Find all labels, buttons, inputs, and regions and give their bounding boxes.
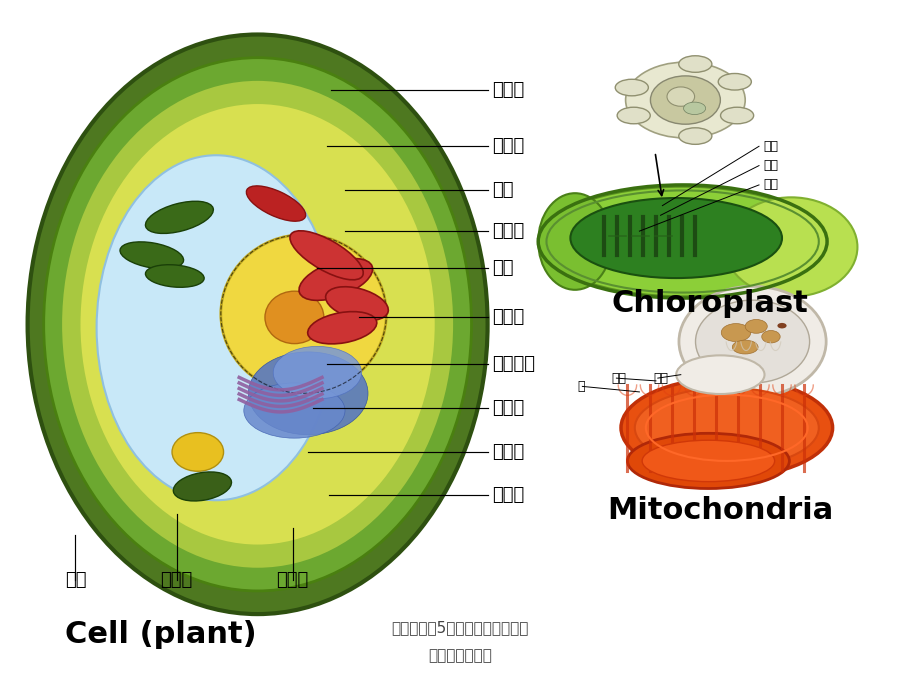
Ellipse shape xyxy=(641,440,774,482)
Text: 基粒: 基粒 xyxy=(763,179,777,191)
Ellipse shape xyxy=(675,355,764,394)
Ellipse shape xyxy=(718,74,751,90)
Text: 内质网: 内质网 xyxy=(492,137,524,155)
Text: 细胞核: 细胞核 xyxy=(492,222,524,240)
Text: Chloroplast: Chloroplast xyxy=(611,289,808,318)
Ellipse shape xyxy=(678,286,825,397)
Ellipse shape xyxy=(538,193,611,290)
Ellipse shape xyxy=(761,331,779,343)
Ellipse shape xyxy=(145,201,213,233)
Ellipse shape xyxy=(248,352,368,435)
Ellipse shape xyxy=(265,291,323,344)
Ellipse shape xyxy=(666,87,694,106)
Ellipse shape xyxy=(732,340,757,354)
Ellipse shape xyxy=(28,34,487,614)
Ellipse shape xyxy=(678,56,711,72)
Ellipse shape xyxy=(244,383,345,438)
Ellipse shape xyxy=(44,58,471,591)
Ellipse shape xyxy=(617,107,650,124)
Ellipse shape xyxy=(119,242,184,268)
Text: 高尔基体: 高尔基体 xyxy=(492,355,535,373)
Text: 外膜: 外膜 xyxy=(652,372,667,384)
Ellipse shape xyxy=(307,312,377,344)
Text: 内质网: 内质网 xyxy=(492,400,524,417)
Text: 分子遗传兹5章叶绿体和线粒体的: 分子遗传兹5章叶绿体和线粒体的 xyxy=(391,620,528,635)
Ellipse shape xyxy=(634,388,818,468)
Ellipse shape xyxy=(683,102,705,115)
Ellipse shape xyxy=(145,265,204,287)
Text: Cell (plant): Cell (plant) xyxy=(65,620,256,649)
Ellipse shape xyxy=(620,378,832,477)
Text: 核糖体: 核糖体 xyxy=(492,443,524,461)
Ellipse shape xyxy=(720,107,753,124)
Text: 细胞壁: 细胞壁 xyxy=(276,571,309,589)
Ellipse shape xyxy=(777,323,786,328)
Ellipse shape xyxy=(724,197,857,297)
Ellipse shape xyxy=(62,81,452,568)
Ellipse shape xyxy=(570,198,781,278)
Text: 液泡: 液泡 xyxy=(64,571,86,589)
Ellipse shape xyxy=(695,300,809,383)
Text: 崴: 崴 xyxy=(577,380,584,393)
Ellipse shape xyxy=(289,230,363,280)
Ellipse shape xyxy=(221,235,386,393)
Ellipse shape xyxy=(246,186,305,221)
Text: 细胞质: 细胞质 xyxy=(492,81,524,99)
Ellipse shape xyxy=(96,155,335,500)
Ellipse shape xyxy=(627,433,789,489)
Text: 基因组及其表达: 基因组及其表达 xyxy=(427,648,492,663)
Text: 外膜: 外膜 xyxy=(763,140,777,152)
Ellipse shape xyxy=(299,259,372,300)
Text: 内膜: 内膜 xyxy=(611,372,626,384)
Text: 核膜: 核膜 xyxy=(492,181,513,199)
Ellipse shape xyxy=(650,76,720,124)
Ellipse shape xyxy=(625,62,744,138)
Ellipse shape xyxy=(615,79,648,96)
Ellipse shape xyxy=(720,324,750,342)
Ellipse shape xyxy=(678,128,711,144)
Ellipse shape xyxy=(539,186,824,297)
Ellipse shape xyxy=(172,433,223,471)
Text: 细胞膜: 细胞膜 xyxy=(492,486,524,504)
Ellipse shape xyxy=(325,287,388,320)
Text: 核仁: 核仁 xyxy=(492,259,513,277)
Ellipse shape xyxy=(273,346,361,399)
Text: Mitochondria: Mitochondria xyxy=(607,496,833,525)
Text: 内膜: 内膜 xyxy=(763,159,777,172)
Text: 叶绿体: 叶绿体 xyxy=(160,571,193,589)
Ellipse shape xyxy=(81,104,435,544)
Text: 线粒体: 线粒体 xyxy=(492,308,524,326)
Ellipse shape xyxy=(173,472,232,501)
Ellipse shape xyxy=(744,319,766,333)
